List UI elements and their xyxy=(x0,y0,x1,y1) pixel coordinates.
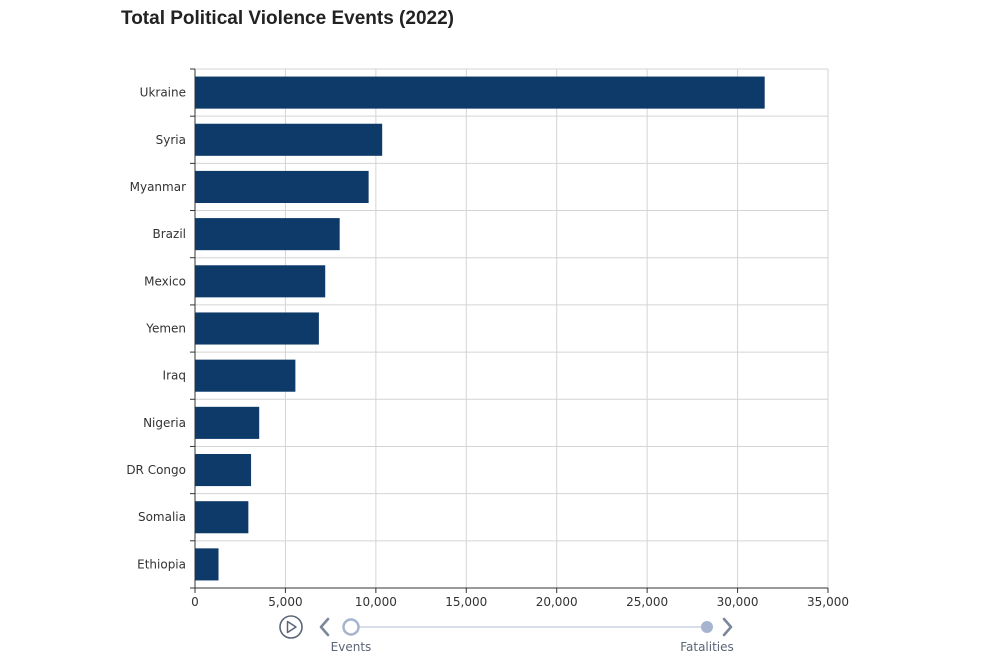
x-tick-label: 30,000 xyxy=(717,595,759,609)
y-tick-label: Somalia xyxy=(138,510,186,524)
bar-ethiopia[interactable] xyxy=(195,548,219,581)
bar-somalia[interactable] xyxy=(195,501,249,534)
bar-mexico[interactable] xyxy=(195,265,326,298)
y-tick-label: Yemen xyxy=(145,322,186,336)
play-icon[interactable] xyxy=(279,615,303,639)
bar-iraq[interactable] xyxy=(195,359,296,392)
bar-dr-congo[interactable] xyxy=(195,454,252,487)
play-button-ring xyxy=(279,615,303,639)
chevron-right-icon[interactable] xyxy=(722,617,733,637)
y-tick-label: DR Congo xyxy=(126,463,186,477)
x-tick-label: 25,000 xyxy=(626,595,668,609)
timeline-control[interactable]: Events Fatalities xyxy=(279,615,734,654)
bar-brazil[interactable] xyxy=(195,218,340,251)
x-tick-label: 0 xyxy=(191,595,199,609)
bars xyxy=(195,76,765,581)
play-triangle xyxy=(286,620,297,634)
x-tick-label: 10,000 xyxy=(355,595,397,609)
x-tick-label: 5,000 xyxy=(268,595,302,609)
y-tick-label: Iraq xyxy=(163,369,186,383)
timeline-handle[interactable] xyxy=(342,618,360,636)
bar-ukraine[interactable] xyxy=(195,76,765,109)
y-tick-label: Brazil xyxy=(153,227,187,241)
bar-yemen[interactable] xyxy=(195,312,319,345)
x-tick-label: 35,000 xyxy=(807,595,849,609)
x-tick-label: 20,000 xyxy=(536,595,578,609)
bar-nigeria[interactable] xyxy=(195,406,260,439)
bar-syria[interactable] xyxy=(195,123,383,156)
y-tick-label: Syria xyxy=(156,133,186,147)
y-tick-label: Mexico xyxy=(144,274,186,288)
x-axis-labels: 0 5,000 10,000 15,000 20,000 25,000 30,000 35,0… xyxy=(191,588,849,609)
timeline-step-dot[interactable] xyxy=(701,621,713,633)
chart-title: Total Political Violence Events (2022) xyxy=(121,8,454,29)
chevron-left-icon[interactable] xyxy=(319,617,330,637)
y-tick-label: Nigeria xyxy=(143,416,186,430)
y-tick-label: Ethiopia xyxy=(137,557,186,571)
y-tick-label: Myanmar xyxy=(130,180,186,194)
timeline-step-label[interactable]: Fatalities xyxy=(680,640,734,654)
y-tick-label: Ukraine xyxy=(140,86,186,100)
y-axis-labels: Ukraine Syria Myanmar Brazil Mexico Yemen Iraq… xyxy=(126,86,186,572)
timeline-step-label[interactable]: Events xyxy=(331,640,372,654)
x-tick-label: 15,000 xyxy=(445,595,487,609)
bar-myanmar[interactable] xyxy=(195,170,369,203)
